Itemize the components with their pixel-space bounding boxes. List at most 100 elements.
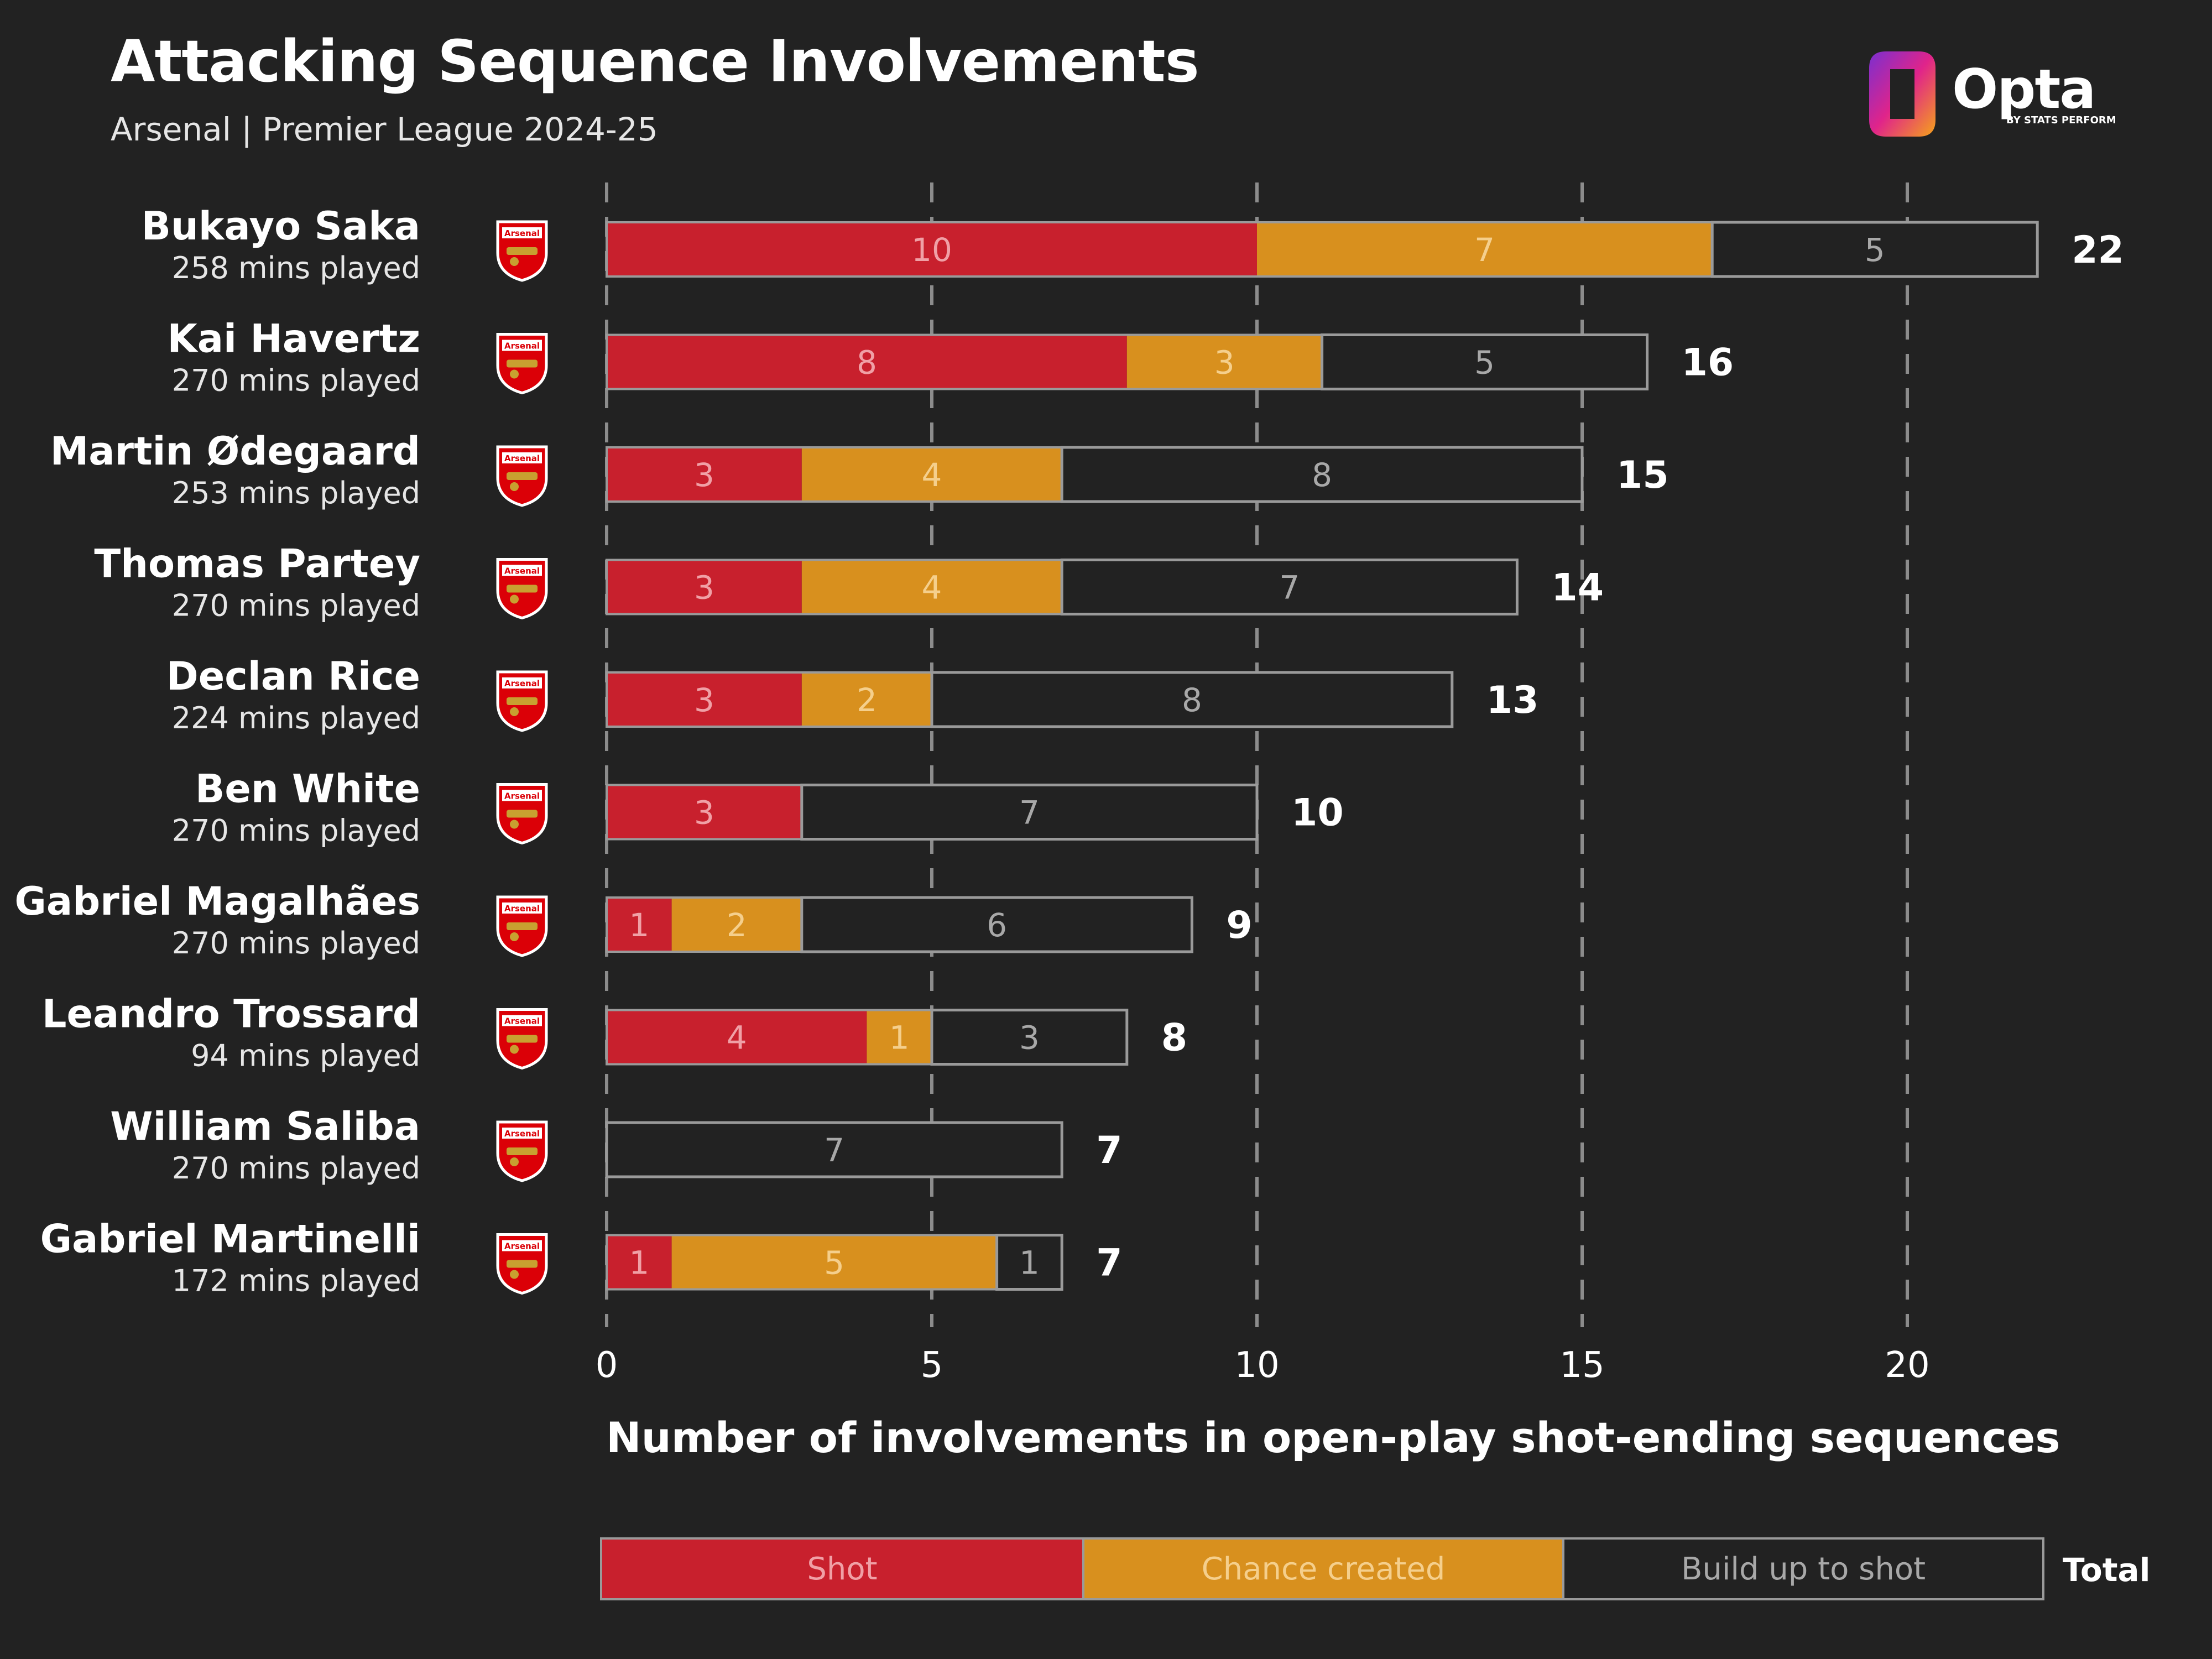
opta-logo: Opta BY STATS PERFORM: [1864, 47, 2118, 141]
bar-segment-shot: [607, 222, 1257, 276]
minutes-played: 270 mins played: [172, 926, 420, 961]
crest-cannon: [507, 585, 538, 593]
bar-total-label: 22: [2072, 228, 2124, 272]
crest-banner: [502, 227, 542, 238]
bar-value-label: 5: [1474, 344, 1495, 382]
bar-outline: [606, 221, 2039, 278]
bar-total-label: 7: [1096, 1129, 1122, 1172]
crest-text: Arsenal: [504, 1016, 540, 1026]
player-name: Bukayo Saka: [142, 204, 420, 249]
legend-item-build-up: Build up to shot: [1562, 1540, 2042, 1598]
crest-cannon: [507, 359, 538, 368]
bar-value-label: 4: [922, 569, 942, 607]
bar-segment-chance-created: [671, 1235, 997, 1290]
x-tick-label: 0: [596, 1345, 618, 1386]
bar-value-label: 8: [857, 344, 877, 382]
bar-segment-shot: [607, 335, 1127, 389]
bar-segment-shot: [607, 560, 802, 614]
crest-wheel: [510, 1270, 519, 1279]
bar-segment-shot: [607, 898, 672, 952]
bar-segment-chance-created: [801, 560, 1062, 614]
bar-total-label: 15: [1616, 453, 1669, 497]
bar-segment-chance-created: [867, 1010, 932, 1065]
crest-wheel: [510, 932, 519, 941]
minutes-played: 94 mins played: [191, 1039, 420, 1073]
bar-total-label: 8: [1161, 1016, 1187, 1060]
crest-cannon: [507, 247, 538, 255]
crest-banner: [502, 1128, 542, 1139]
legend-total-label: Total: [2063, 1551, 2151, 1589]
crest-wheel: [510, 820, 519, 829]
bar-total-label: 16: [1682, 341, 1734, 385]
crest-wheel: [510, 594, 519, 604]
crest-wheel: [510, 1045, 519, 1054]
crest-text: Arsenal: [504, 566, 540, 576]
bar-value-label: 4: [727, 1019, 747, 1057]
bar-value-label: 7: [1279, 569, 1300, 607]
bar-segment-build-up: [800, 896, 1193, 953]
bar-outline: [606, 896, 1193, 953]
player-name: Leandro Trossard: [42, 992, 420, 1037]
x-tick-label: 10: [1234, 1345, 1279, 1386]
bar-segment-shot: [607, 785, 802, 839]
x-tick-label: 20: [1885, 1345, 1929, 1386]
crest-text: Arsenal: [504, 679, 540, 688]
minutes-played: 253 mins played: [172, 476, 420, 510]
bar-outline: [606, 1234, 1063, 1291]
player-name: Thomas Partey: [94, 541, 420, 587]
bar-value-label: 3: [694, 681, 714, 719]
bar-segment-shot: [607, 1010, 867, 1065]
bar-segment-shot: [607, 1235, 672, 1290]
crest-text: Arsenal: [504, 791, 540, 801]
bar-value-label: 4: [922, 456, 942, 494]
bar-value-label: 7: [1474, 231, 1495, 269]
bar-segment-build-up: [1710, 221, 2039, 278]
bar-outline: [606, 784, 1258, 841]
bar-outline: [606, 559, 1519, 615]
minutes-played: 224 mins played: [172, 701, 420, 735]
minutes-played: 270 mins played: [172, 813, 420, 848]
bar-segment-chance-created: [1126, 335, 1322, 389]
player-name: Martin Ødegaard: [50, 429, 420, 474]
bar-outline: [606, 1121, 1063, 1178]
crest-banner: [502, 340, 542, 351]
bar-total-label: 13: [1486, 679, 1539, 722]
crest-text: Arsenal: [504, 904, 540, 914]
crest-cannon: [507, 1147, 538, 1155]
player-name: Ben White: [195, 766, 420, 812]
player-name: Gabriel Martinelli: [40, 1217, 420, 1262]
legend-item-chance-created: Chance created: [1082, 1540, 1562, 1598]
bar-value-label: 1: [629, 906, 649, 944]
minutes-played: 172 mins played: [172, 1264, 420, 1298]
crest-cannon: [507, 922, 538, 930]
bar-total-label: 10: [1291, 791, 1344, 835]
bar-total-label: 7: [1096, 1241, 1122, 1285]
bar-value-label: 6: [987, 906, 1007, 944]
bar-segment-chance-created: [801, 672, 932, 727]
bar-value-label: 10: [911, 231, 952, 269]
bar-value-label: 7: [824, 1131, 844, 1169]
opta-tagline: BY STATS PERFORM: [2006, 114, 2116, 126]
bar-outline: [606, 1009, 1128, 1066]
crest-wheel: [510, 482, 519, 491]
bar-value-label: 3: [694, 456, 714, 494]
crest-text: Arsenal: [504, 228, 540, 238]
crest-wheel: [510, 707, 519, 716]
crest-text: Arsenal: [504, 453, 540, 463]
bar-value-label: 3: [694, 794, 714, 832]
crest-wheel: [510, 257, 519, 266]
bar-segment-chance-created: [671, 898, 802, 952]
opta-wordmark: Opta: [1952, 58, 2096, 121]
bar-value-label: 8: [1312, 456, 1332, 494]
crest-banner: [502, 902, 542, 914]
crest-banner: [502, 790, 542, 801]
bar-value-label: 1: [629, 1244, 649, 1282]
minutes-played: 270 mins played: [172, 1151, 420, 1186]
player-name: Gabriel Magalhães: [14, 879, 420, 924]
x-tick-label: 5: [921, 1345, 943, 1386]
bar-outline: [606, 446, 1583, 503]
bar-value-label: 5: [1865, 231, 1885, 269]
crest-text: Arsenal: [504, 341, 540, 351]
x-tick-label: 15: [1559, 1345, 1604, 1386]
